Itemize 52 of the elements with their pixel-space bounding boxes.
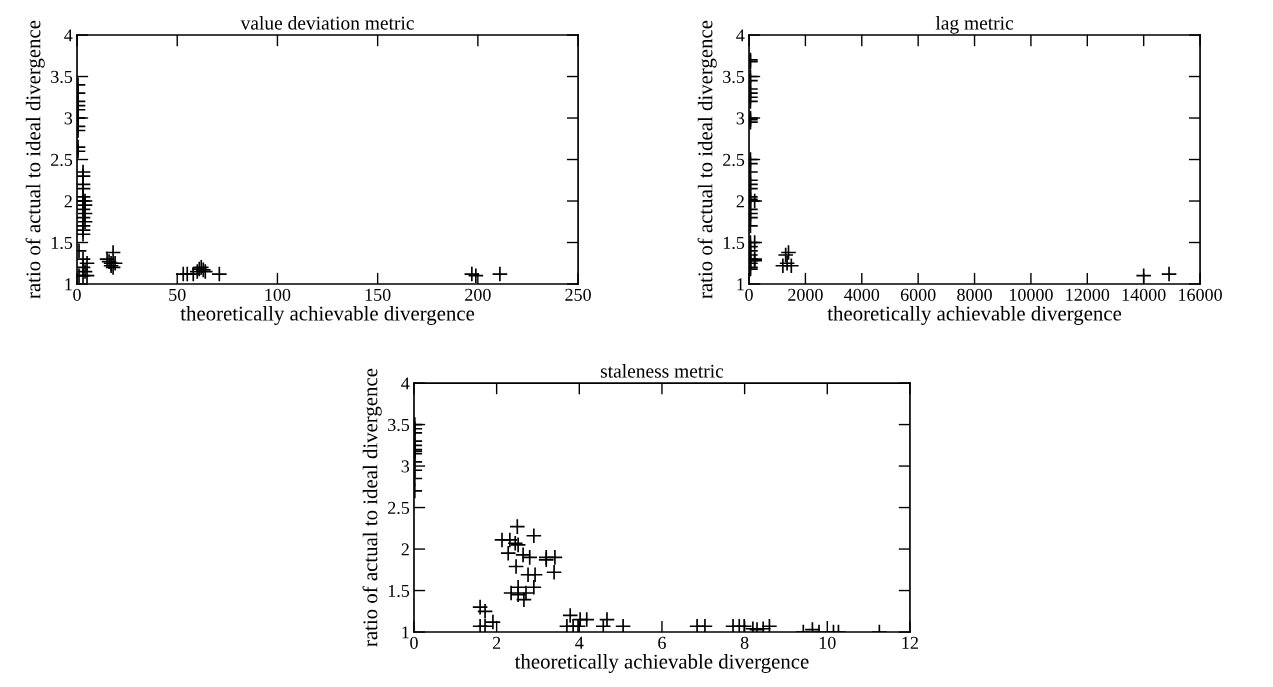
x-tick-label: 14000 bbox=[1122, 288, 1166, 301]
y-tick-label: 3.5 bbox=[388, 418, 410, 432]
x-tick-label: 150 bbox=[365, 288, 391, 301]
x-tick-label: 16000 bbox=[1179, 288, 1222, 301]
y-tick-label: 1 bbox=[737, 278, 744, 291]
x-tick-label: 50 bbox=[169, 288, 186, 301]
y-tick-label: 4 bbox=[64, 29, 73, 42]
y-tick-label: 2 bbox=[736, 195, 744, 208]
y-axis-title: ratio of actual to ideal divergence bbox=[362, 368, 382, 647]
x-tick-label: 100 bbox=[265, 288, 291, 301]
y-tick-label: 1.5 bbox=[51, 236, 73, 250]
y-tick-label: 4 bbox=[401, 377, 410, 390]
y-tick-label: 2.5 bbox=[723, 153, 745, 167]
x-tick-label: 4 bbox=[575, 636, 584, 649]
x-tick-label: 4000 bbox=[844, 288, 880, 301]
x-tick-label: 0 bbox=[745, 288, 753, 301]
x-tick-label: 10000 bbox=[1009, 288, 1053, 301]
chart-title: lag metric bbox=[935, 15, 1014, 34]
x-tick-label: 12 bbox=[902, 636, 918, 649]
y-tick-label: 1 bbox=[402, 626, 409, 639]
y-tick-label: 2 bbox=[64, 195, 72, 208]
x-tick-label: 0 bbox=[410, 636, 418, 649]
chart-title: value deviation metric bbox=[240, 15, 414, 30]
y-tick-label: 2.5 bbox=[388, 501, 410, 515]
y-tick-label: 2.5 bbox=[51, 153, 73, 167]
y-tick-label: 4 bbox=[736, 29, 745, 42]
y-tick-label: 1.5 bbox=[388, 584, 410, 598]
y-tick-label: 1.5 bbox=[723, 236, 745, 250]
y-tick-label: 1 bbox=[65, 278, 72, 291]
x-axis-title: theoretically achievable divergence bbox=[514, 653, 809, 673]
x-tick-label: 6 bbox=[658, 636, 666, 649]
x-tick-label: 6000 bbox=[900, 288, 936, 301]
y-tick-label: 3 bbox=[736, 112, 745, 125]
x-tick-label: 200 bbox=[465, 288, 491, 301]
y-tick-label: 3.5 bbox=[723, 70, 745, 84]
x-tick-label: 12000 bbox=[1066, 288, 1110, 301]
x-tick-label: 8000 bbox=[957, 288, 992, 301]
x-tick-label: 10 bbox=[819, 636, 836, 649]
y-tick-label: 3 bbox=[64, 112, 73, 125]
x-tick-label: 8 bbox=[740, 636, 749, 649]
y-axis-title: ratio of actual to ideal divergence bbox=[697, 20, 717, 299]
x-tick-label: 2000 bbox=[788, 288, 823, 301]
x-tick-label: 0 bbox=[73, 288, 81, 301]
x-axis-title: theoretically achievable divergence bbox=[827, 305, 1122, 325]
x-axis-title: theoretically achievable divergence bbox=[180, 305, 475, 325]
x-tick-label: 250 bbox=[565, 288, 591, 301]
y-tick-label: 3.5 bbox=[51, 70, 73, 84]
y-tick-label: 3 bbox=[401, 460, 410, 473]
chart-title: staleness metric bbox=[600, 364, 724, 378]
y-axis-title: ratio of actual to ideal divergence bbox=[25, 20, 45, 299]
y-tick-label: 2 bbox=[401, 543, 409, 556]
x-tick-label: 2 bbox=[492, 636, 501, 649]
